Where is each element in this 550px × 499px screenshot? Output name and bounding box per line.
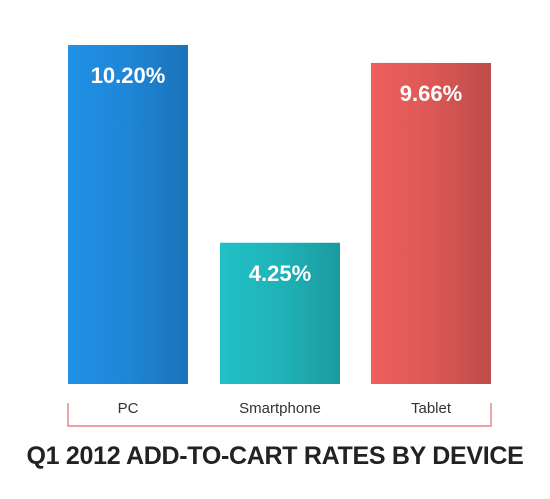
- category-label-tablet: Tablet: [411, 400, 452, 417]
- category-bracket: [67, 403, 492, 427]
- chart-title: Q1 2012 ADD-TO-CART RATES BY DEVICE: [26, 442, 524, 470]
- value-label-pc: 10.20%: [91, 63, 166, 88]
- category-label-smartphone: Smartphone: [239, 400, 321, 417]
- value-label-smartphone: 4.25%: [249, 261, 311, 286]
- bar-pc: [68, 45, 188, 384]
- bar-chart: 10.20% 4.25% 9.66% PC Smartphone Tablet: [67, 45, 492, 427]
- bar-tablet: [371, 62, 491, 385]
- bar-smartphone: [220, 242, 340, 384]
- category-label-pc: PC: [118, 400, 139, 417]
- value-label-tablet: 9.66%: [400, 81, 462, 106]
